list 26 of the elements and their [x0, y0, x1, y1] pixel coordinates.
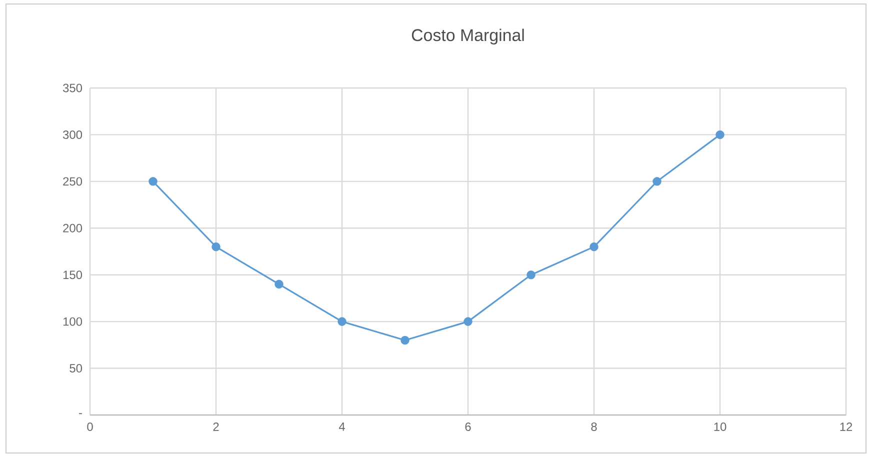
- point: [400, 336, 410, 345]
- point: [590, 242, 598, 252]
- point: [526, 270, 536, 280]
- chart-title: Costo Marginal: [412, 28, 524, 44]
- y-tick-label: 100: [63, 317, 82, 326]
- y-tick-label: 200: [63, 224, 82, 232]
- x-tick-label: 10: [714, 422, 726, 431]
- y-tick-label: 50: [70, 364, 82, 372]
- point: [716, 130, 724, 140]
- x-tick-label: 4: [338, 422, 345, 431]
- point: [652, 177, 662, 186]
- point: [464, 317, 472, 326]
- x-tick-label: 12: [840, 422, 852, 431]
- point: [274, 280, 284, 289]
- x-tick-label: 8: [591, 422, 597, 431]
- y-tick-label: 150: [63, 270, 82, 280]
- y-tick-label: 350: [62, 84, 82, 92]
- x-tick-label: 0: [87, 422, 93, 431]
- y-tick-label: 250: [63, 177, 82, 186]
- point: [212, 242, 220, 252]
- y-tick-label: 300: [62, 130, 82, 139]
- point: [338, 317, 346, 326]
- y-tick-label: -: [79, 413, 82, 414]
- x-tick-label: 2: [213, 422, 219, 431]
- point: [148, 177, 158, 186]
- x-tick-label: 6: [465, 422, 471, 431]
